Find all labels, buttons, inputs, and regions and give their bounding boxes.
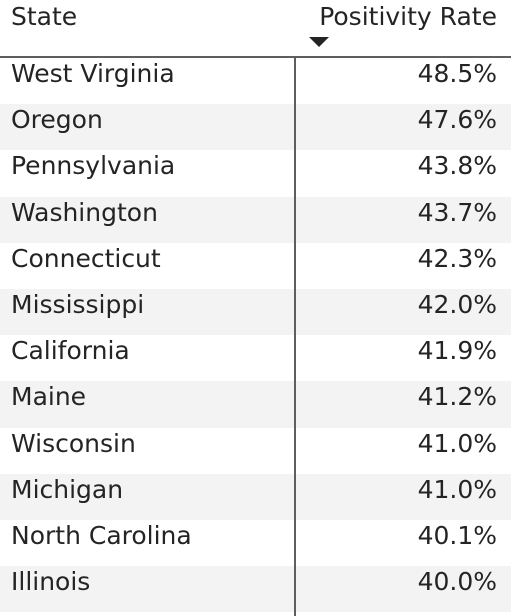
table-row[interactable]: North Carolina 40.1%: [0, 520, 511, 566]
positivity-rate-cell: 43.8%: [417, 151, 497, 181]
positivity-rate-cell: 48.5%: [417, 59, 497, 88]
table-row[interactable]: West Virginia 48.5%: [0, 58, 511, 104]
state-cell: West Virginia: [11, 59, 175, 88]
sort-descending-icon[interactable]: [309, 37, 329, 47]
positivity-rate-cell: 47.6%: [417, 105, 497, 135]
table-row[interactable]: California 41.9%: [0, 335, 511, 381]
positivity-rate-cell: 42.0%: [417, 289, 497, 319]
state-cell: Maine: [11, 382, 87, 412]
state-cell: North Carolina: [11, 520, 192, 550]
positivity-rate-cell: 40.0%: [417, 567, 497, 597]
table-header: State Positivity Rate: [0, 0, 511, 58]
state-cell: Wisconsin: [11, 428, 136, 458]
state-cell: Connecticut: [11, 243, 161, 273]
column-header-positivity-rate[interactable]: Positivity Rate: [319, 2, 497, 31]
state-cell: California: [11, 336, 130, 366]
positivity-rate-cell: 41.2%: [417, 382, 497, 412]
positivity-rate-cell: 41.0%: [417, 474, 497, 504]
state-cell: Mississippi: [11, 289, 145, 319]
table-row[interactable]: Illinois 40.0%: [0, 566, 511, 613]
table-row[interactable]: Michigan 41.0%: [0, 473, 511, 520]
positivity-rate-cell: 40.1%: [417, 520, 497, 550]
table-row[interactable]: Wisconsin 41.0%: [0, 428, 511, 474]
column-header-state[interactable]: State: [11, 2, 78, 31]
table-row[interactable]: Washington 43.7%: [0, 196, 511, 243]
positivity-rate-cell: 43.7%: [417, 197, 497, 227]
state-cell: Illinois: [11, 567, 91, 597]
positivity-rate-cell: 41.9%: [417, 336, 497, 366]
state-cell: Michigan: [11, 474, 124, 504]
positivity-rate-cell: 42.3%: [417, 243, 497, 273]
column-divider[interactable]: [294, 58, 296, 616]
state-cell: Pennsylvania: [11, 151, 176, 181]
state-cell: Washington: [11, 197, 158, 227]
table-row[interactable]: Pennsylvania 43.8%: [0, 150, 511, 196]
table-row[interactable]: Mississippi 42.0%: [0, 288, 511, 336]
table-row[interactable]: Oregon 47.6%: [0, 104, 511, 151]
table-row[interactable]: Connecticut 42.3%: [0, 243, 511, 289]
table-body: West Virginia 48.5% Oregon 47.6% Pennsyl…: [0, 58, 511, 616]
state-cell: Oregon: [11, 105, 103, 135]
table-row[interactable]: Maine 41.2%: [0, 381, 511, 428]
positivity-rate-cell: 41.0%: [417, 428, 497, 458]
